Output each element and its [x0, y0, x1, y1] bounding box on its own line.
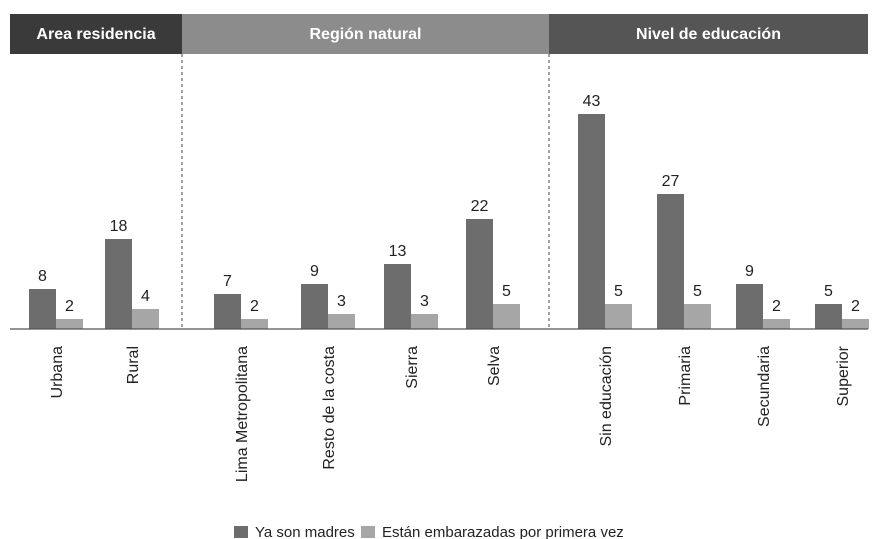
- bars: [29, 114, 869, 329]
- category-labels: Urbana Rural Lima Metropolitana Resto de la…: [49, 345, 852, 482]
- bar-ya-son-madres: [466, 219, 493, 329]
- legend-swatch: [361, 526, 375, 538]
- value-label: 5: [824, 283, 833, 300]
- value-label: 5: [502, 283, 511, 300]
- value-label: 4: [141, 288, 150, 305]
- value-label: 18: [110, 218, 128, 235]
- category-label: Resto de la costa: [321, 346, 338, 470]
- value-label: 9: [745, 263, 754, 280]
- bar-ya-son-madres: [736, 284, 763, 329]
- group-header-band: [182, 14, 549, 54]
- category-label: Rural: [125, 346, 142, 384]
- value-label: 5: [693, 283, 702, 300]
- bar-embarazadas: [241, 319, 268, 329]
- value-label: 3: [420, 293, 429, 310]
- category-label: Sin educación: [598, 346, 615, 447]
- bar-embarazadas: [684, 304, 711, 329]
- group-header-band: [549, 14, 868, 54]
- value-label: 3: [337, 293, 346, 310]
- value-label: 2: [250, 298, 259, 315]
- value-label: 5: [614, 283, 623, 300]
- bar-embarazadas: [605, 304, 632, 329]
- bar-ya-son-madres: [657, 194, 684, 329]
- value-label: 7: [223, 273, 232, 290]
- legend: Ya son madres Están embarazadas por prime…: [234, 524, 624, 539]
- group-header-band: [10, 14, 182, 54]
- group-headers: Area residencia Región natural Nivel de ed…: [10, 14, 868, 54]
- value-label: 9: [310, 263, 319, 280]
- legend-label: Están embarazadas por primera vez: [382, 524, 624, 539]
- value-label: 2: [65, 298, 74, 315]
- bar-ya-son-madres: [384, 264, 411, 329]
- group-header-label: Area residencia: [36, 26, 155, 43]
- bar-embarazadas: [411, 314, 438, 329]
- bar-ya-son-madres: [301, 284, 328, 329]
- value-label: 27: [662, 173, 680, 190]
- value-label: 22: [471, 198, 489, 215]
- bar-embarazadas: [493, 304, 520, 329]
- bar-ya-son-madres: [578, 114, 605, 329]
- value-label: 43: [583, 93, 601, 110]
- bar-ya-son-madres: [29, 289, 56, 329]
- value-label: 8: [38, 268, 47, 285]
- bar-ya-son-madres: [815, 304, 842, 329]
- category-label: Sierra: [404, 346, 421, 389]
- category-label: Lima Metropolitana: [234, 346, 251, 482]
- category-label: Urbana: [49, 346, 66, 399]
- legend-label: Ya son madres: [255, 524, 355, 539]
- legend-swatch: [234, 526, 248, 538]
- bar-embarazadas: [842, 319, 869, 329]
- value-label: 2: [851, 298, 860, 315]
- category-label: Selva: [486, 346, 503, 386]
- category-label: Primaria: [677, 346, 694, 406]
- bar-embarazadas: [56, 319, 83, 329]
- bar-embarazadas: [132, 309, 159, 329]
- bar-ya-son-madres: [214, 294, 241, 329]
- category-label: Secundaria: [756, 346, 773, 427]
- category-label: Superior: [835, 345, 852, 406]
- value-label: 13: [389, 243, 407, 260]
- value-labels: 8 2 18 4 7 2 9 3 13 3 22 5 43 5 27 5 9 2 5 2: [38, 93, 860, 315]
- bar-embarazadas: [763, 319, 790, 329]
- group-dividers: [181, 54, 550, 329]
- bar-embarazadas: [328, 314, 355, 329]
- value-label: 2: [772, 298, 781, 315]
- group-header-label: Región natural: [309, 26, 421, 43]
- bar-ya-son-madres: [105, 239, 132, 329]
- group-header-label: Nivel de educación: [636, 26, 781, 43]
